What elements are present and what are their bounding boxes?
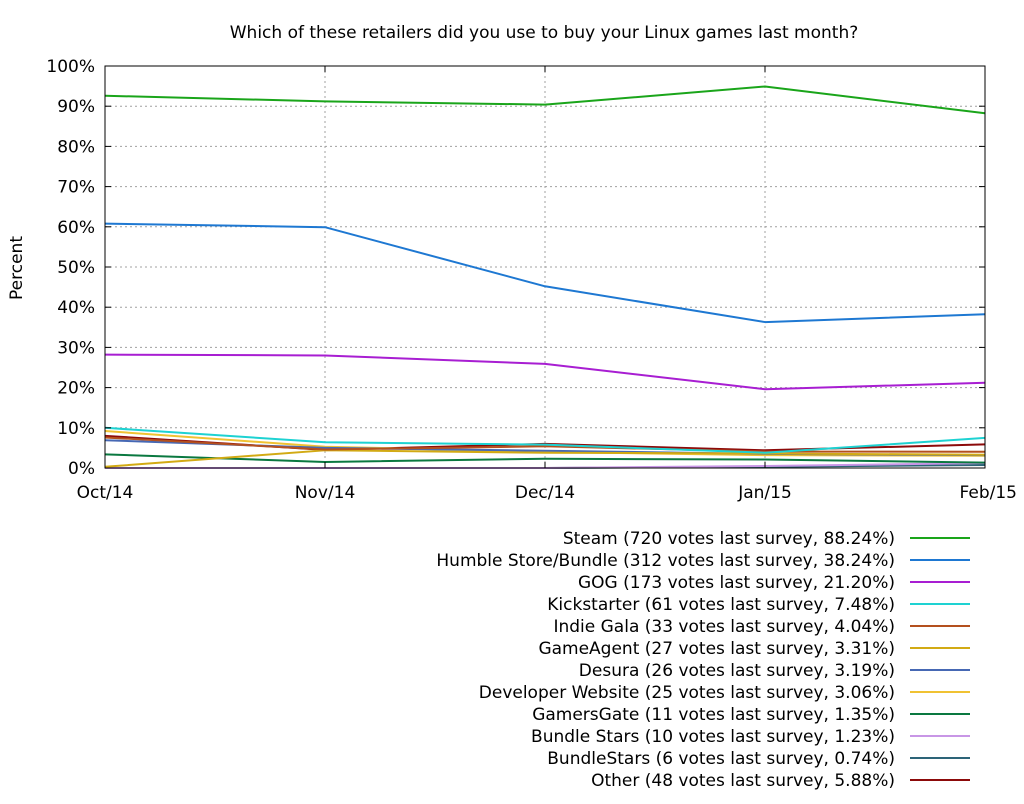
legend: Steam (720 votes last survey, 88.24%)Hum…	[436, 529, 970, 791]
x-tick-label: Oct/14	[77, 483, 134, 503]
y-tick-label: 90%	[57, 97, 95, 117]
series-line-kickstarter	[104, 426, 986, 454]
series-line-gamersgate	[104, 453, 986, 464]
y-tick-label: 40%	[57, 298, 95, 318]
y-tick-label: 100%	[46, 57, 95, 77]
series-line-gameagent	[104, 449, 986, 468]
x-tick-label: Feb/15	[960, 483, 1017, 503]
y-tick-label: 30%	[57, 338, 95, 358]
axis-ticks: 0% 10% 20% 30% 40% 50% 60% 70% 80% 90% 100% Oct/14 N…	[46, 57, 1017, 503]
series-line-other	[104, 434, 986, 452]
gridlines	[105, 66, 985, 468]
y-tick-label: 50%	[57, 258, 95, 278]
legend-label-indie-gala: Indie Gala (33 votes last survey, 4.04%)	[553, 617, 895, 637]
legend-label-developer-website: Developer Website (25 votes last survey,…	[479, 683, 895, 703]
y-tick-label: 0%	[68, 459, 95, 479]
legend-label-desura: Desura (26 votes last survey, 3.19%)	[579, 661, 895, 681]
legend-label-steam: Steam (720 votes last survey, 88.24%)	[563, 529, 895, 549]
series-line-indie-gala	[104, 436, 986, 453]
y-tick-label: 60%	[57, 218, 95, 238]
y-tick-label: 80%	[57, 137, 95, 157]
series-line-steam	[104, 85, 986, 115]
y-tick-label: 10%	[57, 419, 95, 439]
legend-label-bundle-stars: Bundle Stars (10 votes last survey, 1.23…	[531, 727, 895, 747]
x-tick-label: Nov/14	[295, 483, 356, 503]
y-tick-label: 20%	[57, 379, 95, 399]
legend-label-gamersgate: GamersGate (11 votes last survey, 1.35%)	[532, 705, 895, 725]
legend-label-gameagent: GameAgent (27 votes last survey, 3.31%)	[538, 639, 895, 659]
series-line-gog	[104, 353, 986, 391]
y-axis-label: Percent	[7, 236, 27, 300]
y-tick-label: 70%	[57, 178, 95, 198]
chart-title: Which of these retailers did you use to …	[230, 23, 859, 43]
legend-label-bundlestars: BundleStars (6 votes last survey, 0.74%)	[547, 749, 895, 769]
legend-label-humble-store-bundle: Humble Store/Bundle (312 votes last surv…	[436, 551, 895, 571]
legend-label-kickstarter: Kickstarter (61 votes last survey, 7.48%…	[547, 595, 895, 615]
x-tick-label: Jan/15	[737, 483, 792, 503]
legend-label-other: Other (48 votes last survey, 5.88%)	[591, 771, 895, 791]
legend-label-gog: GOG (173 votes last survey, 21.20%)	[578, 573, 895, 593]
series-line-humble-store-bundle	[104, 222, 986, 324]
x-tick-label: Dec/14	[515, 483, 575, 503]
